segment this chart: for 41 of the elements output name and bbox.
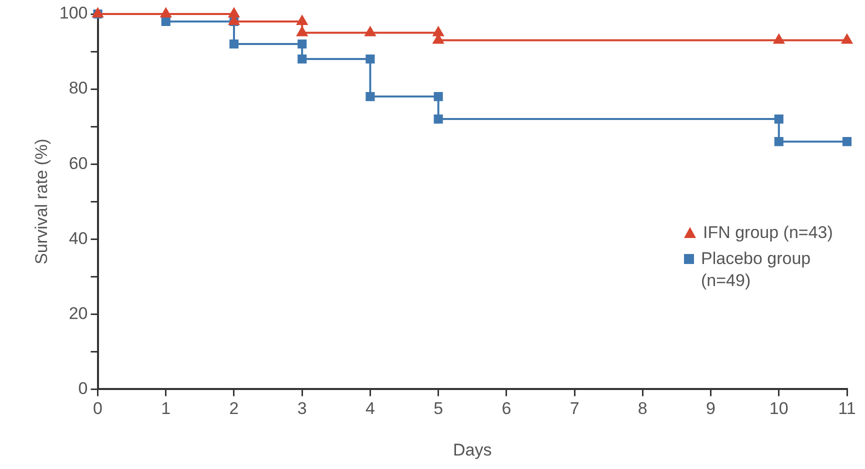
point	[432, 26, 444, 36]
point	[434, 92, 443, 102]
point	[366, 54, 375, 64]
y-tick-label: 20	[68, 304, 88, 323]
point	[298, 39, 307, 49]
y-tick-label: 60	[68, 154, 88, 173]
point	[364, 26, 376, 36]
point	[774, 34, 784, 44]
y-tick-label: 100	[59, 4, 88, 23]
x-tick-label: 8	[638, 399, 648, 418]
point	[296, 16, 308, 26]
x-tick-label: 5	[434, 399, 444, 418]
x-tick-label: 6	[502, 399, 512, 418]
x-tick-label: 10	[769, 399, 788, 418]
y-axis-title: Survival rate (%)	[32, 138, 51, 264]
point	[434, 114, 443, 124]
y-tick-label: 80	[68, 78, 88, 98]
x-tick-label: 4	[365, 399, 375, 418]
x-tick-label: 2	[229, 399, 239, 418]
x-tick-label: 1	[161, 399, 171, 418]
point	[160, 8, 172, 18]
y-tick-label: 0	[78, 378, 88, 398]
legend-label: IFN group (n=43)	[703, 222, 834, 244]
x-tick-label: 11	[838, 399, 856, 418]
x-tick-label: 3	[297, 399, 307, 418]
x-tick-label: 0	[93, 399, 102, 418]
point	[774, 137, 784, 146]
point	[229, 39, 239, 49]
y-tick-label: 40	[68, 228, 88, 248]
point	[842, 34, 852, 44]
x-axis-title: Days	[453, 440, 492, 460]
legend-label: Placebo group (n=49)	[701, 248, 812, 292]
point	[228, 8, 240, 18]
point	[842, 137, 852, 146]
x-tick-label: 9	[706, 399, 716, 418]
point	[366, 92, 375, 102]
x-tick-label: 7	[570, 399, 580, 418]
point	[161, 16, 170, 26]
point	[296, 26, 308, 36]
point	[774, 114, 784, 124]
point	[298, 54, 307, 64]
